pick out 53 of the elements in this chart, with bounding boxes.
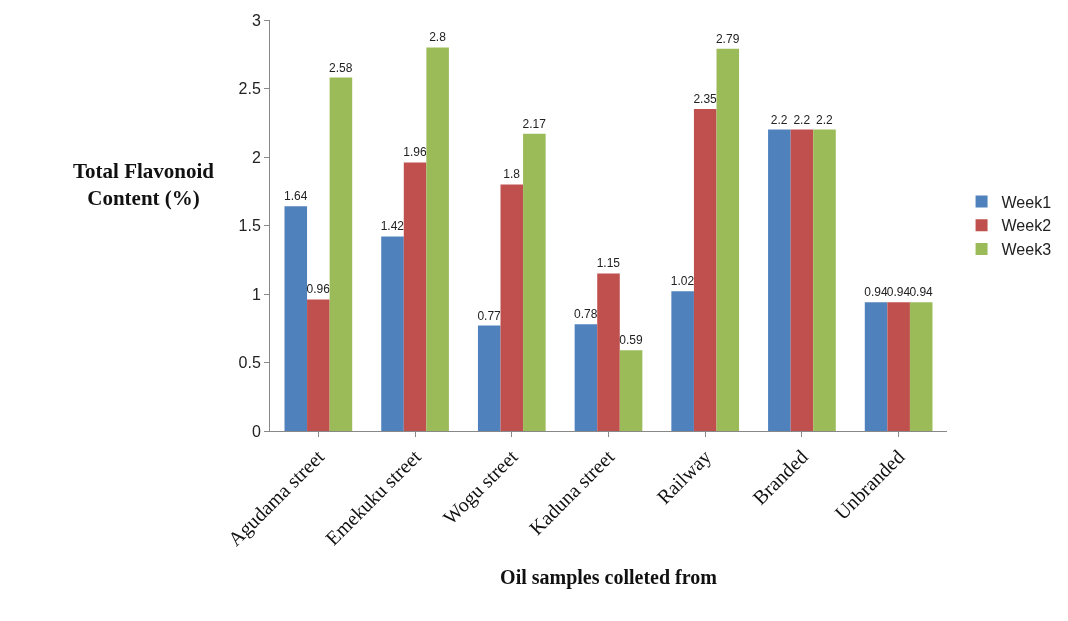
bar	[716, 48, 740, 431]
bar	[887, 302, 910, 431]
bar	[426, 47, 449, 431]
data-label: 1.8	[503, 167, 521, 182]
data-label: 0.96	[306, 282, 331, 297]
bar	[307, 299, 330, 431]
bar	[768, 129, 791, 431]
data-label: 2.2	[793, 112, 811, 127]
data-label: 2.58	[329, 60, 353, 75]
y-tick-label: 3	[251, 11, 261, 29]
data-label: 2.8	[429, 30, 447, 45]
data-label: 2.2	[770, 112, 788, 127]
data-label: 0.94	[909, 285, 934, 300]
data-label: 1.15	[596, 256, 621, 271]
data-label: 0.94	[864, 285, 888, 300]
data-label: 0.94	[886, 285, 911, 300]
y-tick-label: 2	[251, 148, 261, 166]
y-axis-title: Total Flavonoid Content (%)	[73, 159, 215, 211]
legend-label: Week2	[1001, 217, 1052, 235]
bar	[403, 162, 427, 431]
bar	[813, 129, 836, 431]
data-label: 1.64	[283, 189, 308, 204]
y-tick-label: 2.5	[238, 80, 261, 98]
legend-label: Week1	[1001, 193, 1052, 211]
bar	[671, 291, 694, 431]
y-tick-label: 1	[251, 285, 261, 303]
legend-label: Week3	[1001, 241, 1052, 259]
data-label: 2.79	[715, 31, 740, 46]
bar	[693, 109, 717, 431]
bar	[523, 133, 546, 431]
data-label: 2.35	[693, 92, 718, 107]
data-label: 1.02	[670, 274, 695, 289]
bar	[329, 77, 353, 431]
data-label: 0.77	[477, 308, 502, 323]
bar	[909, 302, 933, 431]
bar	[284, 206, 308, 431]
bar	[500, 184, 524, 431]
data-label: 1.42	[380, 219, 405, 234]
bar	[597, 273, 620, 431]
bar	[574, 324, 598, 431]
bar	[619, 350, 643, 431]
data-label: 0.78	[574, 307, 598, 322]
bar	[864, 302, 888, 431]
data-label: 1.96	[403, 145, 427, 160]
bar	[381, 236, 404, 431]
x-axis-title: Oil samples colleted from	[500, 566, 718, 590]
bar	[477, 325, 501, 431]
data-label: 2.2	[815, 112, 833, 127]
y-tick-label: 0.5	[238, 354, 261, 372]
bar	[790, 129, 814, 431]
y-tick-label: 1.5	[238, 217, 261, 235]
y-tick-label: 0	[251, 422, 261, 440]
data-label: 2.17	[522, 116, 547, 131]
